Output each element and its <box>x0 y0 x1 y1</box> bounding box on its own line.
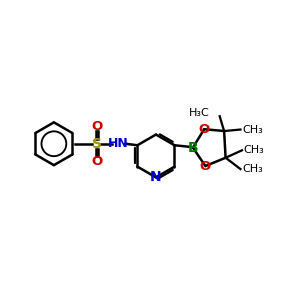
Text: O: O <box>91 120 102 133</box>
Text: CH₃: CH₃ <box>242 164 263 174</box>
Text: O: O <box>199 123 210 136</box>
Text: CH₃: CH₃ <box>243 145 264 155</box>
Text: O: O <box>200 160 211 172</box>
Text: HN: HN <box>108 137 128 150</box>
Text: H₃C: H₃C <box>188 108 209 118</box>
Text: S: S <box>92 137 102 151</box>
Text: B: B <box>188 141 198 154</box>
Text: O: O <box>91 155 102 168</box>
Text: CH₃: CH₃ <box>242 124 263 135</box>
Text: N: N <box>150 170 162 184</box>
